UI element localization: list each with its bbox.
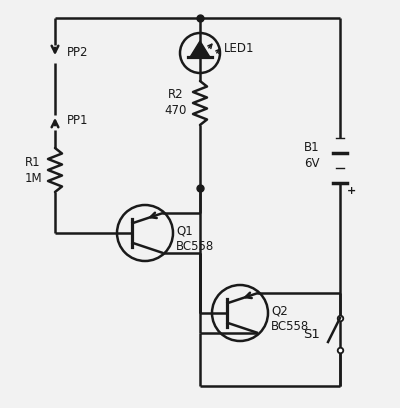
- Text: S1: S1: [304, 328, 320, 341]
- Text: PP1: PP1: [67, 113, 88, 126]
- Text: Q1
BC558: Q1 BC558: [176, 224, 214, 253]
- Text: LED1: LED1: [224, 42, 254, 55]
- Text: +: +: [347, 186, 357, 196]
- Text: Q2
BC558: Q2 BC558: [271, 304, 309, 333]
- Text: R2
470: R2 470: [165, 89, 187, 118]
- Polygon shape: [190, 41, 210, 57]
- Text: PP2: PP2: [67, 47, 88, 60]
- Text: R1
1M: R1 1M: [24, 155, 42, 184]
- Text: B1
6V: B1 6V: [304, 141, 320, 170]
